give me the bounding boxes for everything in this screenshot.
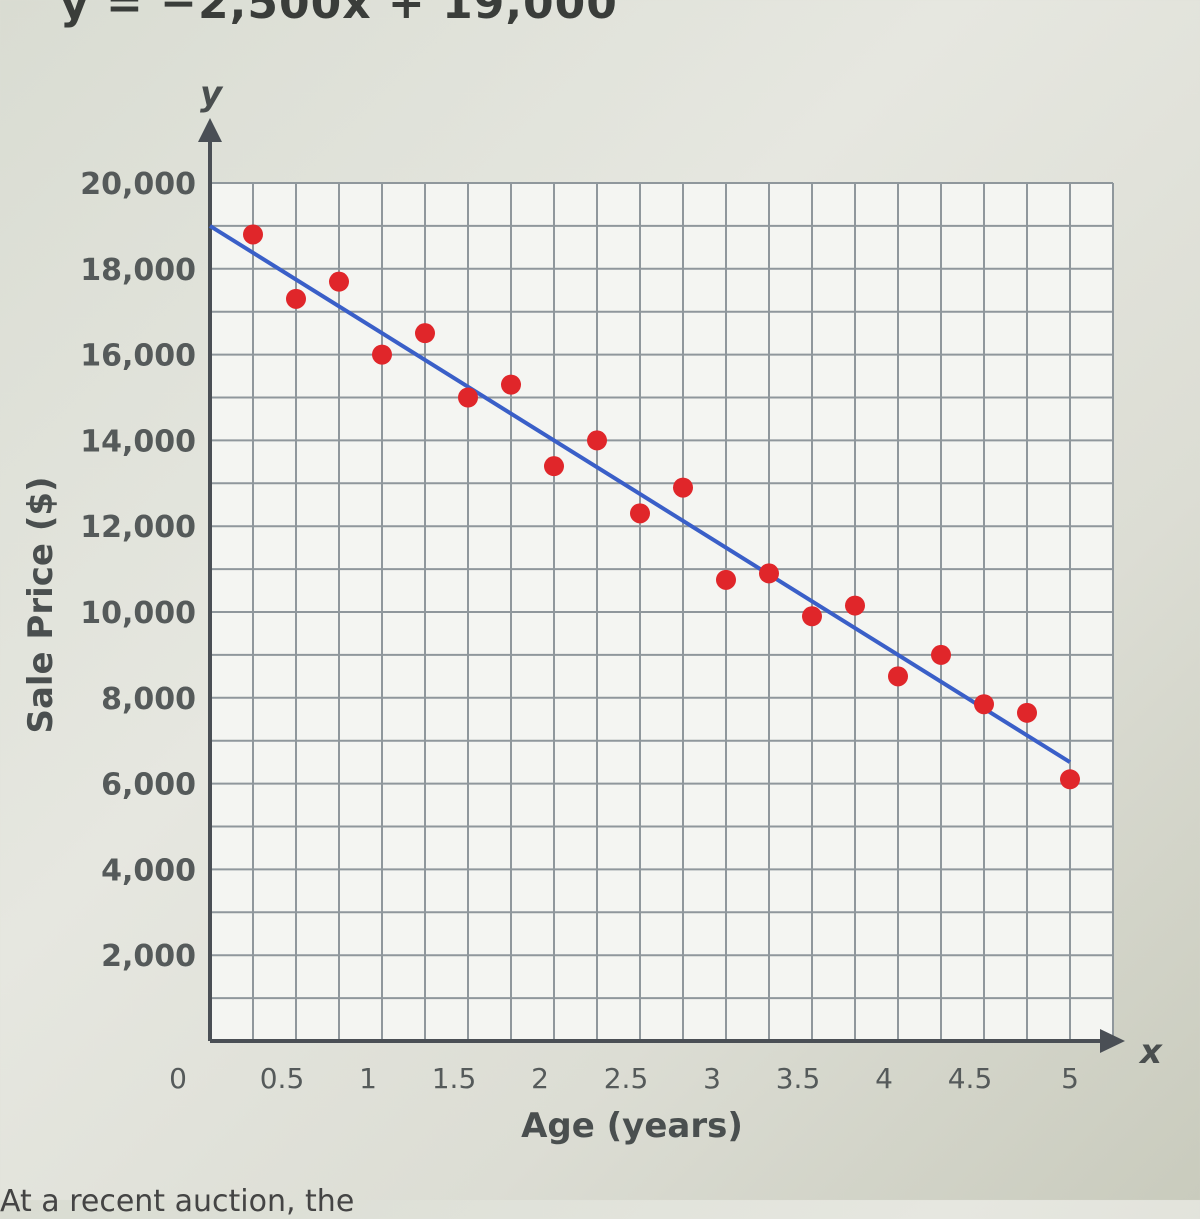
y-tick-label: 14,000 bbox=[80, 424, 196, 459]
x-tick-label: 3.5 bbox=[776, 1062, 821, 1095]
x-tick-label: 5 bbox=[1061, 1062, 1079, 1095]
x-tick-label: 0 bbox=[169, 1062, 187, 1095]
y-axis-label: Sale Price ($) bbox=[21, 476, 61, 733]
data-point bbox=[458, 387, 478, 408]
equation-text: y = −2,500x + 19,000 bbox=[60, 0, 618, 29]
y-axis-letter: y bbox=[200, 74, 224, 114]
data-point bbox=[544, 456, 564, 477]
x-tick-label: 2 bbox=[531, 1062, 549, 1095]
data-point bbox=[673, 477, 693, 498]
data-point bbox=[1017, 702, 1037, 723]
data-point bbox=[415, 323, 435, 344]
y-tick-label: 18,000 bbox=[80, 253, 196, 288]
x-axis-letter: x bbox=[1138, 1032, 1163, 1072]
question-text: At a recent auction, the bbox=[0, 1184, 355, 1219]
x-tick-label: 3 bbox=[703, 1062, 721, 1095]
y-tick-label: 16,000 bbox=[80, 339, 196, 374]
data-point bbox=[501, 374, 521, 395]
data-point bbox=[630, 503, 650, 524]
x-axis-arrow-icon bbox=[1100, 1029, 1125, 1053]
y-tick-label: 6,000 bbox=[101, 768, 196, 803]
data-point bbox=[974, 694, 994, 715]
y-tick-label: 4,000 bbox=[101, 853, 196, 888]
data-point bbox=[587, 430, 607, 451]
x-tick-label: 1.5 bbox=[432, 1062, 477, 1095]
data-point bbox=[1060, 769, 1080, 790]
data-point bbox=[802, 606, 822, 627]
x-tick-label: 2.5 bbox=[604, 1062, 649, 1095]
data-point bbox=[286, 288, 306, 309]
y-axis-arrow-icon bbox=[198, 118, 222, 142]
y-tick-label: 10,000 bbox=[80, 596, 196, 631]
data-point bbox=[372, 344, 392, 365]
data-point bbox=[888, 666, 908, 687]
y-tick-label: 8,000 bbox=[101, 682, 196, 717]
x-tick-label: 0.5 bbox=[260, 1062, 305, 1095]
data-point bbox=[329, 271, 349, 292]
x-tick-label: 4 bbox=[875, 1062, 893, 1095]
data-point bbox=[716, 569, 736, 590]
data-point bbox=[931, 644, 951, 665]
x-tick-label: 4.5 bbox=[948, 1062, 993, 1095]
data-point bbox=[243, 224, 263, 245]
x-axis-label: Age (years) bbox=[521, 1106, 743, 1146]
y-tick-label: 12,000 bbox=[80, 510, 196, 545]
x-tick-label: 1 bbox=[359, 1062, 377, 1095]
data-point bbox=[845, 595, 865, 616]
trend-line bbox=[208, 224, 1072, 764]
data-point bbox=[759, 563, 779, 584]
y-tick-label: 20,000 bbox=[80, 167, 196, 202]
y-tick-label: 2,000 bbox=[101, 939, 196, 974]
